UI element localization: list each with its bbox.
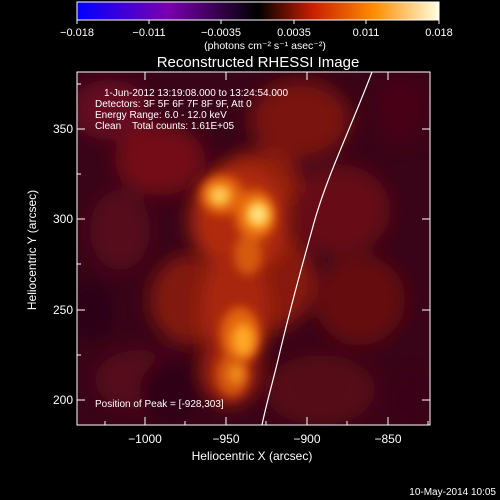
y-tick-label: 300 (53, 212, 73, 226)
y-tick-label: 250 (53, 303, 73, 317)
colorbar-tick-label: 0.011 (353, 27, 380, 39)
plot-frame (76, 71, 431, 426)
colorbar-tick-label: 0.018 (425, 27, 453, 39)
colorbar-tick-label: −0.018 (60, 27, 94, 39)
colorbar-ticks (76, 20, 440, 24)
rhessi-image (77, 72, 430, 425)
time-range-annotation: 1-Jun-2012 13:19:08.000 to 13:24:54.000 (104, 88, 288, 99)
y-axis-ticks (77, 83, 430, 401)
footer-timestamp: 10-May-2014 10:05 (409, 487, 496, 498)
detectors-annotation: Detectors: 3F 5F 6F 7F 8F 9F, Att 0 (95, 99, 252, 110)
colorbar-tick-label: 0.0035 (277, 27, 311, 39)
y-tick-label: 350 (53, 122, 73, 136)
y-axis-label: Heliocentric Y (arcsec) (25, 190, 39, 310)
colorbar-units: (photons cm⁻² s⁻¹ asec⁻²) (204, 40, 326, 52)
y-tick-label: 200 (53, 393, 73, 407)
x-tick-label: −900 (293, 432, 320, 446)
x-axis-label: Heliocentric X (arcsec) (192, 449, 313, 463)
colorbar-tick-label: −0.011 (132, 27, 165, 39)
plot-title: Reconstructed RHESSI Image (157, 54, 360, 71)
clean-counts-annotation: Clean Total counts: 1.61E+05 (95, 121, 235, 132)
colorbar (76, 1, 440, 21)
x-axis-ticks (104, 72, 429, 425)
x-tick-label: −850 (374, 432, 401, 446)
colorbar-tick-label: −0.0035 (201, 27, 241, 39)
peak-position-annotation: Position of Peak = [-928,303] (95, 399, 224, 410)
x-tick-label: −950 (212, 432, 239, 446)
energy-range-annotation: Energy Range: 6.0 - 12.0 keV (95, 110, 227, 121)
solar-limb-line (261, 72, 373, 425)
x-tick-label: −1000 (128, 432, 162, 446)
